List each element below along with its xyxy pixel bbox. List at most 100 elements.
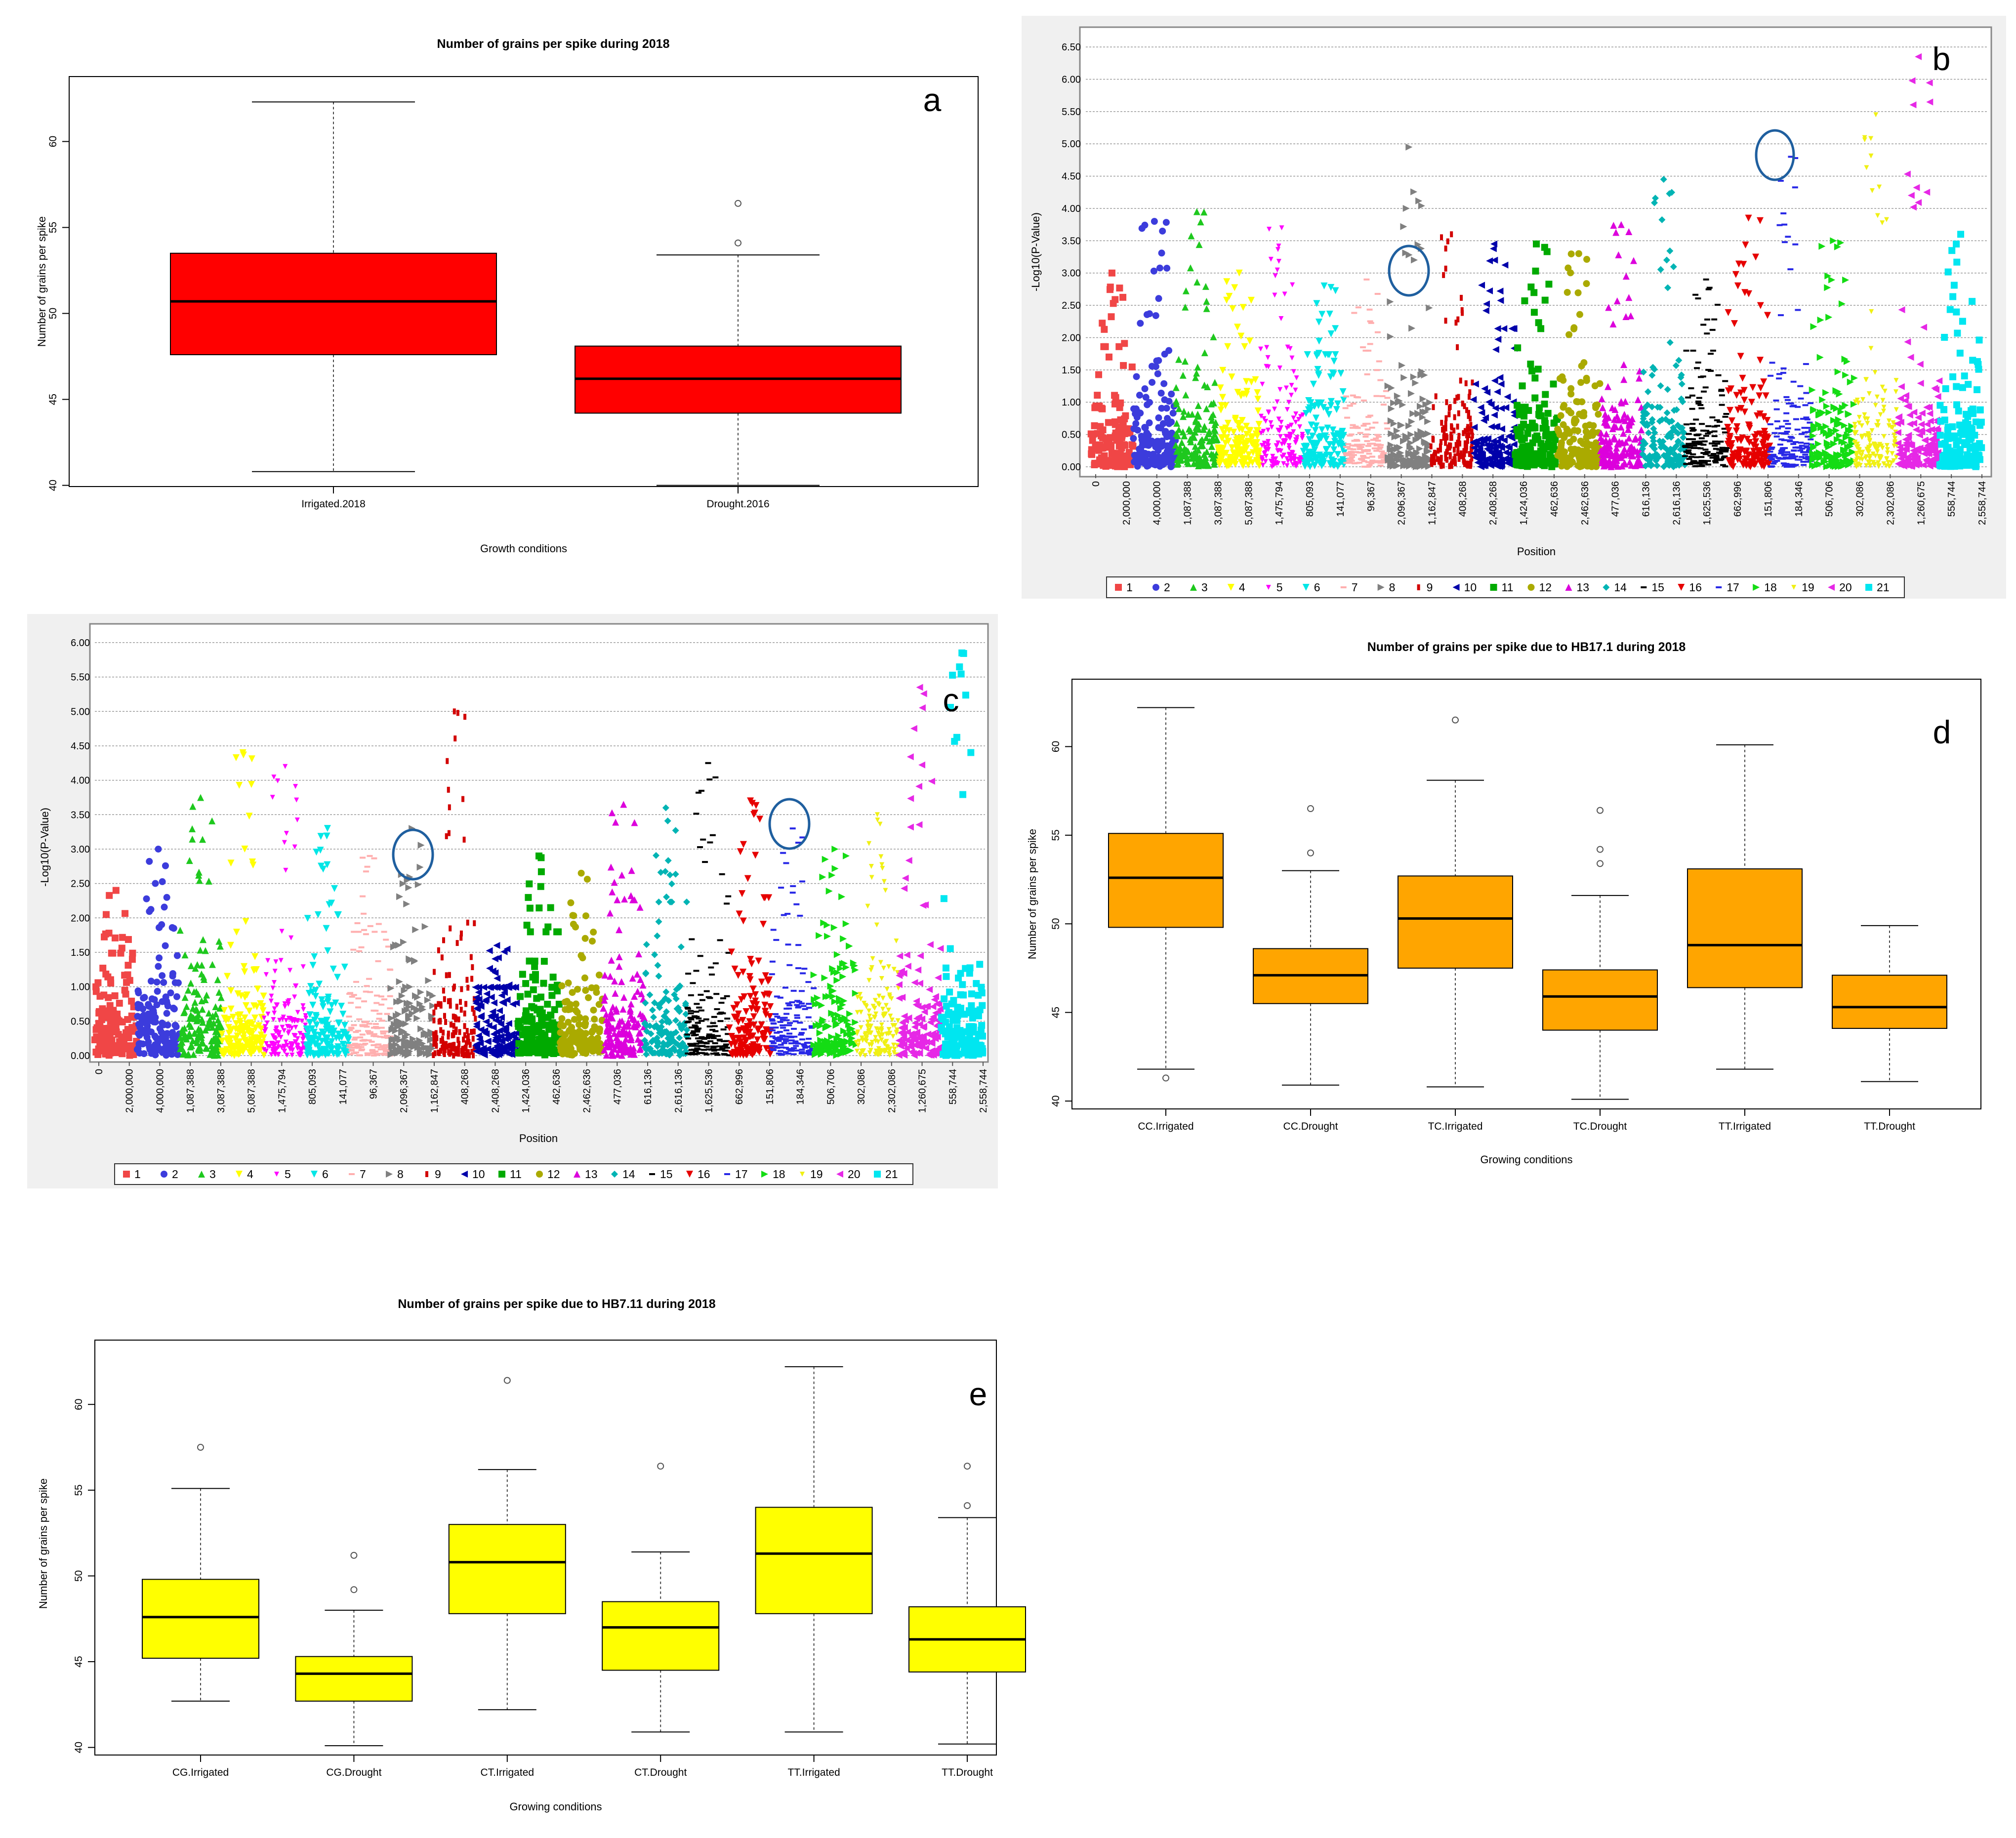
legend-label: 13 (1576, 581, 1589, 594)
snp-point (1294, 437, 1299, 443)
snp-point (1287, 346, 1293, 351)
snp-point (1728, 440, 1735, 448)
chromosome-19-points (1852, 112, 1899, 469)
snp-point (264, 1020, 270, 1025)
snp-point (1944, 268, 1952, 276)
snp-point (1779, 425, 1785, 428)
snp-point (1159, 227, 1166, 235)
snp-point (1640, 368, 1647, 376)
snp-point (1704, 332, 1710, 335)
snp-point (1419, 395, 1427, 403)
legend-item-5: 5 (1266, 581, 1283, 594)
snp-point (1143, 429, 1151, 437)
snp-point (1323, 446, 1330, 453)
snp-point (1762, 392, 1769, 400)
snp-point (334, 911, 341, 918)
snp-point (1099, 320, 1106, 327)
snp-point (1415, 410, 1422, 417)
snp-point (1848, 436, 1855, 443)
snp-point (1961, 372, 1968, 380)
x-tick-label: 2,302,086 (1885, 481, 1896, 525)
snp-point (351, 1052, 358, 1055)
snp-point (304, 1051, 311, 1059)
snp-point (216, 942, 224, 950)
snp-point (1949, 423, 1956, 431)
snp-point (1845, 411, 1852, 418)
snp-point (105, 994, 112, 1001)
snp-point (1180, 408, 1188, 415)
snp-point (316, 980, 323, 988)
snp-point (1234, 420, 1242, 427)
snp-point (274, 1029, 280, 1034)
snp-point (1224, 343, 1232, 350)
snp-point (1429, 443, 1433, 449)
snp-point (1276, 259, 1281, 264)
snp-point (1426, 304, 1433, 312)
snp-point (324, 1023, 331, 1031)
snp-point (1660, 443, 1668, 450)
snp-point (1785, 236, 1791, 238)
snp-point (1357, 448, 1363, 450)
x-tick-label: 2,462,636 (1580, 481, 1591, 525)
snp-point (1426, 399, 1434, 406)
snp-point (1442, 435, 1445, 441)
x-tick-label: 1,625,536 (1702, 481, 1713, 525)
snp-point (1792, 157, 1799, 160)
snp-point (1325, 411, 1333, 418)
snp-point (1412, 463, 1420, 470)
snp-point (1348, 433, 1355, 436)
snp-point (1544, 409, 1552, 417)
snp-point (1201, 349, 1208, 357)
snp-point (1514, 344, 1522, 352)
snp-point (1792, 455, 1799, 458)
snp-point (1360, 424, 1367, 427)
snp-point (444, 1041, 448, 1048)
snp-point (272, 1011, 277, 1016)
snp-point (1927, 417, 1934, 425)
snp-point (1915, 53, 1922, 60)
snp-point (153, 979, 161, 986)
snp-point (1470, 455, 1474, 462)
snp-point (1875, 419, 1881, 424)
snp-point (1302, 584, 1310, 591)
snp-point (305, 1047, 313, 1054)
snp-point (1623, 450, 1631, 457)
snp-point (1822, 389, 1830, 396)
y-tick-label: 2.50 (1062, 300, 1081, 311)
snp-point (1830, 440, 1838, 448)
snp-point (1750, 448, 1757, 455)
snp-point (1700, 444, 1707, 446)
snp-point (1628, 418, 1635, 426)
snp-point (1136, 392, 1143, 399)
snp-point (1350, 448, 1357, 450)
snp-point (112, 1022, 120, 1030)
snp-point (214, 1016, 222, 1023)
snp-point (463, 1032, 466, 1038)
snp-point (1421, 371, 1428, 379)
snp-point (1859, 423, 1864, 428)
snp-point (387, 968, 393, 971)
snp-point (202, 947, 209, 954)
snp-point (1374, 434, 1381, 436)
snp-point (1808, 438, 1814, 441)
snp-point (1406, 450, 1414, 458)
snp-point (1343, 454, 1350, 456)
snp-point (1253, 427, 1261, 434)
snp-point (1815, 453, 1823, 460)
snp-point (1714, 443, 1721, 445)
snp-point (1837, 451, 1844, 459)
snp-point (1190, 432, 1197, 439)
snp-point (1463, 428, 1467, 434)
snp-point (1622, 273, 1630, 280)
snp-point (1823, 453, 1831, 460)
y-tick-label: 2.00 (1062, 332, 1081, 343)
snp-point (1283, 385, 1289, 391)
snp-point (1400, 462, 1408, 469)
snp-point (214, 976, 221, 983)
snp-point (1263, 418, 1269, 424)
snp-point (195, 1011, 202, 1018)
snp-point (1216, 461, 1223, 468)
snp-point (1233, 445, 1240, 452)
snp-point (1784, 451, 1791, 453)
snp-point (1926, 410, 1934, 417)
